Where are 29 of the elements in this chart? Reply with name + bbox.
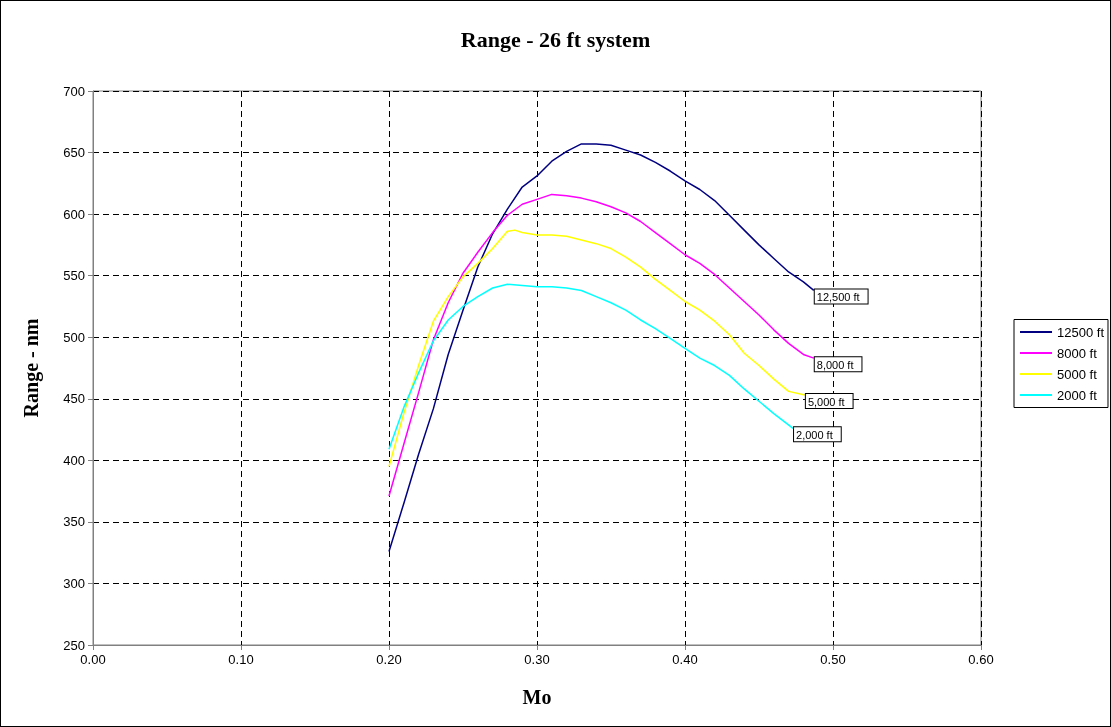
x-tick-label: 0.00	[80, 652, 106, 667]
y-tick-label: 300	[63, 575, 85, 591]
annotation: 5,000 ft	[807, 395, 845, 408]
x-tick-label: 0.50	[820, 652, 846, 667]
line-series	[388, 283, 794, 450]
y-tick-label: 500	[63, 329, 85, 345]
legend-label: 2000 ft	[1057, 387, 1098, 403]
y-tick-label: 650	[63, 145, 85, 161]
x-axis-title: Mo	[522, 686, 552, 708]
chart-title: Range - 26 ft system	[460, 26, 651, 52]
annotation: 12,500 ft	[816, 290, 860, 303]
x-tick-label: 0.60	[968, 652, 994, 667]
x-tick-label: 0.30	[524, 652, 550, 667]
x-tick-label: 0.40	[672, 652, 698, 667]
y-tick-label: 600	[63, 206, 85, 222]
x-tick-label: 0.10	[228, 652, 254, 667]
y-tick-label: 250	[63, 637, 85, 653]
legend-label: 8000 ft	[1057, 345, 1098, 361]
annotation: 8,000 ft	[816, 358, 854, 371]
y-tick-label: 400	[63, 452, 85, 468]
x-tick-label: 0.20	[376, 652, 402, 667]
legend-label: 5000 ft	[1057, 366, 1098, 382]
y-axis-title: Range - nm	[20, 318, 43, 418]
y-tick-label: 550	[63, 268, 85, 284]
annotation: 2,000 ft	[796, 428, 833, 441]
y-tick-label: 450	[63, 391, 85, 407]
y-tick-label: 350	[63, 514, 85, 530]
legend-label: 12500 ft	[1057, 324, 1105, 340]
y-tick-label: 700	[63, 83, 85, 99]
